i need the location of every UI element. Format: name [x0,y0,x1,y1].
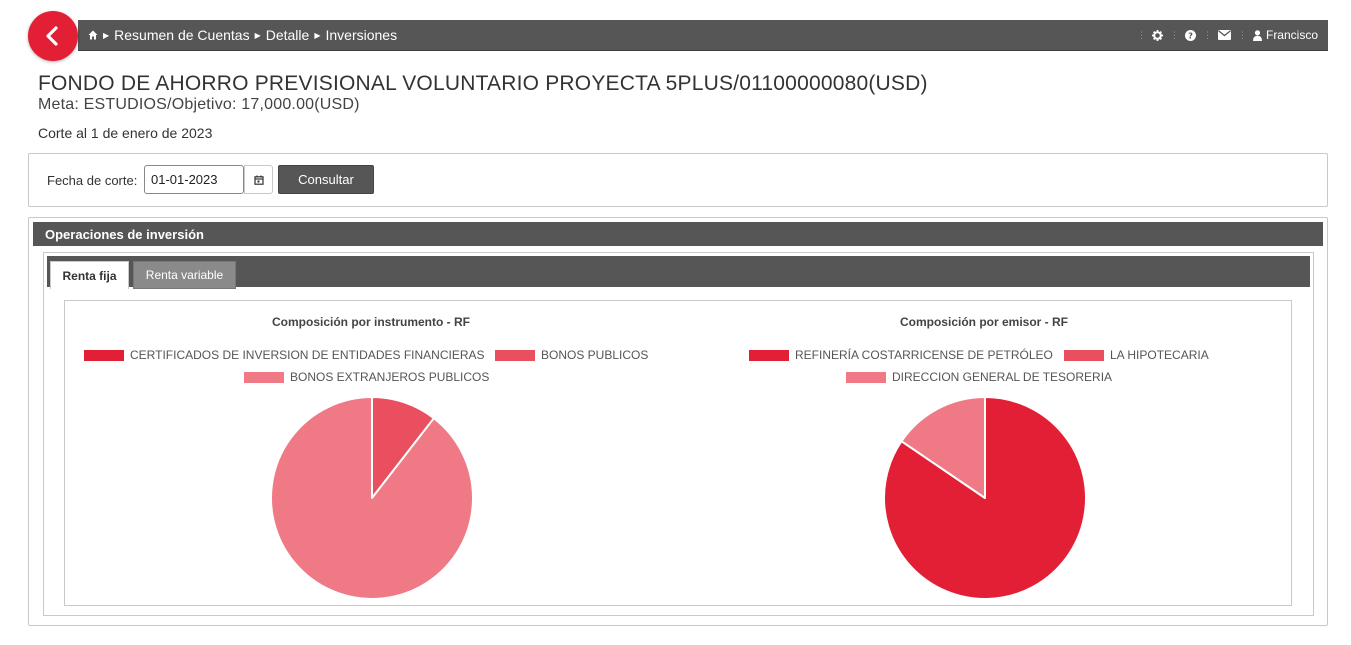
breadcrumb-separator-icon: ▶ [254,30,261,40]
breadcrumb: ▶ Resumen de Cuentas ▶ Detalle ▶ Inversi… [78,27,397,43]
user-menu[interactable]: Francisco [1252,28,1318,42]
breadcrumb-resumen-cuentas[interactable]: Resumen de Cuentas [114,27,250,43]
page-title: FONDO DE AHORRO PREVISIONAL VOLUNTARIO P… [38,72,928,95]
legend-item[interactable]: REFINERÍA COSTARRICENSE DE PETRÓLEO [749,348,1053,362]
user-name: Francisco [1265,28,1318,42]
tab-renta-fija[interactable]: Renta fija [50,261,129,289]
legend-label: LA HIPOTECARIA [1110,348,1209,362]
chart-title-emisor: Composición por emisor - RF [899,315,1068,329]
user-icon [1252,29,1262,41]
date-input[interactable] [144,165,244,194]
legend-item[interactable]: CERTIFICADOS DE INVERSION DE ENTIDADES F… [84,348,485,362]
top-navigation-bar: ▶ Resumen de Cuentas ▶ Detalle ▶ Inversi… [78,20,1328,51]
breadcrumb-detalle[interactable]: Detalle [265,27,310,43]
legend-label: REFINERÍA COSTARRICENSE DE PETRÓLEO [795,348,1053,362]
legend-label: CERTIFICADOS DE INVERSION DE ENTIDADES F… [130,348,485,362]
cutoff-date-text: Corte al 1 de enero de 2023 [38,125,213,141]
goal-subtitle: Meta: ESTUDIOS/Objetivo: 17,000.00(USD) [38,96,360,113]
pie-slice-3[interactable] [270,396,474,600]
chart-title-instrumento: Composición por instrumento - RF [272,315,470,329]
query-form: Fecha de corte: Consultar [28,153,1328,207]
tab-renta-variable[interactable]: Renta variable [133,261,236,289]
separator-icon: ⋮ [1136,29,1146,40]
pie-chart-instrumento [270,396,474,600]
breadcrumb-separator-icon: ▶ [103,30,110,40]
legend-swatch [749,349,789,361]
panel-header: Operaciones de inversión [33,222,1323,246]
calendar-icon [253,175,264,185]
tab-container: Renta fija Renta variable Composición po… [43,252,1314,616]
breadcrumb-inversiones: Inversiones [325,27,398,43]
pie-chart-emisor [883,396,1087,600]
legend-item[interactable]: DIRECCION GENERAL DE TESORERIA [846,370,1112,384]
legend-swatch [244,371,284,383]
legend-swatch [84,349,124,361]
pie-slice-3[interactable] [900,396,986,499]
help-icon[interactable]: ? [1184,29,1196,41]
tab-strip: Renta fija Renta variable [47,256,1310,289]
breadcrumb-separator-icon: ▶ [314,30,321,40]
legend-item[interactable]: BONOS EXTRANJEROS PUBLICOS [244,370,489,384]
date-label: Fecha de corte: [47,173,138,188]
gear-icon[interactable] [1151,29,1163,41]
charts-area: Composición por instrumento - RF CERTIFI… [64,300,1292,606]
legend-label: BONOS PUBLICOS [541,348,649,362]
svg-text:?: ? [1188,30,1193,40]
investment-panel: Operaciones de inversión Renta fija Rent… [28,217,1328,626]
legend-item[interactable]: BONOS PUBLICOS [495,348,648,362]
chevron-left-icon [46,26,58,46]
home-icon[interactable] [88,30,98,40]
toolbar: ⋮ ⋮ ? ⋮ ⋮ Francisco [1130,28,1328,42]
legend-label: BONOS EXTRANJEROS PUBLICOS [290,370,490,384]
separator-icon: ⋮ [1202,29,1212,40]
legend-swatch [495,349,535,361]
back-button[interactable] [28,11,78,61]
legend-label: DIRECCION GENERAL DE TESORERIA [892,370,1113,384]
consultar-button[interactable]: Consultar [278,165,374,194]
legend-swatch [1064,349,1104,361]
mail-icon[interactable] [1217,30,1231,40]
legend-item[interactable]: LA HIPOTECARIA [1064,348,1209,362]
separator-icon: ⋮ [1237,29,1247,40]
separator-icon: ⋮ [1169,29,1179,40]
calendar-button[interactable] [244,165,273,194]
legend-swatch [846,371,886,383]
